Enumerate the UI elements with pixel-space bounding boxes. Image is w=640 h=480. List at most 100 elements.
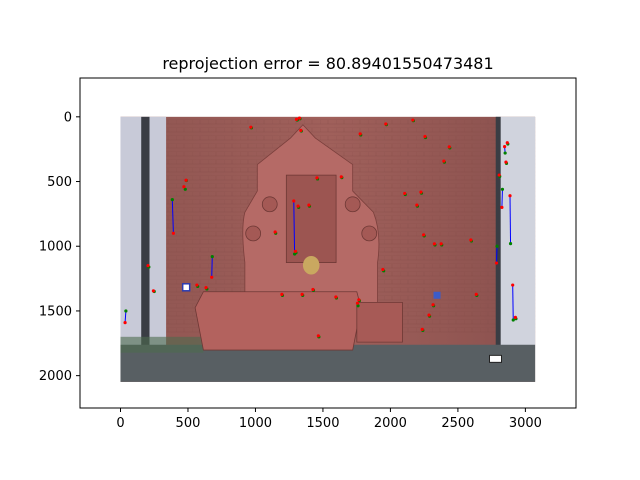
x-tick-label: 1000 xyxy=(239,416,272,431)
observed-point xyxy=(511,318,515,322)
projected-point xyxy=(494,261,499,265)
residual-line xyxy=(211,256,213,278)
y-tick-label: 1500 xyxy=(39,304,72,319)
projected-point xyxy=(504,160,508,164)
projected-point xyxy=(195,283,199,287)
x-tick-label: 500 xyxy=(176,416,201,431)
projected-point xyxy=(503,144,507,149)
residual-line xyxy=(124,310,127,323)
projected-point xyxy=(422,233,426,237)
x-axis: 0 500 1000 1500 2000 2500 3000 xyxy=(116,408,542,431)
residual-line xyxy=(509,195,512,244)
fountain-photo xyxy=(120,116,536,382)
projected-point xyxy=(508,194,512,198)
observed-point xyxy=(500,187,505,191)
projected-point xyxy=(339,175,343,179)
projected-point xyxy=(315,176,319,180)
projected-point xyxy=(296,204,300,208)
projected-point xyxy=(249,125,253,129)
fountain-side-basin xyxy=(356,301,403,343)
projected-point xyxy=(415,203,419,207)
residual-line xyxy=(501,189,503,208)
observed-point xyxy=(210,254,214,259)
projected-point xyxy=(311,287,315,292)
x-tick-label: 2000 xyxy=(374,416,407,431)
projected-point xyxy=(357,298,361,302)
projected-point xyxy=(293,249,298,254)
projected-point xyxy=(497,173,501,177)
observed-point xyxy=(508,242,513,246)
observed-point xyxy=(495,244,499,248)
projected-point xyxy=(439,242,443,246)
projected-point xyxy=(419,190,423,194)
projected-point xyxy=(500,205,504,210)
projected-point xyxy=(511,283,515,287)
projected-point xyxy=(184,178,188,182)
projected-point xyxy=(447,145,451,149)
x-tick-label: 2500 xyxy=(441,416,474,431)
projected-point xyxy=(381,267,385,272)
projected-point xyxy=(273,230,277,234)
projected-point xyxy=(358,132,362,136)
y-axis: 0 500 1000 1500 2000 xyxy=(39,110,80,384)
observed-point xyxy=(124,309,128,313)
left-drainpipe xyxy=(141,116,150,356)
grass xyxy=(120,336,204,353)
plot-frame xyxy=(79,77,577,409)
observed-point xyxy=(356,304,360,308)
projected-point xyxy=(420,327,424,331)
right-drainpipe xyxy=(495,116,501,356)
projected-point xyxy=(300,292,304,296)
projected-point xyxy=(297,116,302,120)
x-tick-label: 3000 xyxy=(509,416,542,431)
residual-line xyxy=(496,246,498,264)
x-tick-label: 0 xyxy=(116,416,124,431)
y-tick-label: 1000 xyxy=(39,240,72,255)
observed-point xyxy=(170,198,174,202)
projected-point xyxy=(469,238,473,242)
projected-point xyxy=(411,118,415,122)
y-tick-label: 500 xyxy=(47,175,72,190)
projected-point xyxy=(182,185,186,189)
projected-point xyxy=(431,303,435,307)
projected-point xyxy=(292,199,296,203)
spout-ornament xyxy=(302,255,320,275)
scroll-ornament xyxy=(344,196,361,213)
projected-point xyxy=(210,275,214,279)
right-building xyxy=(497,116,536,361)
observed-point xyxy=(183,187,187,191)
projected-point xyxy=(316,334,320,338)
x-tick-label: 1500 xyxy=(306,416,339,431)
calibration-marker xyxy=(181,283,191,292)
observed-point xyxy=(503,151,507,155)
projected-points xyxy=(123,116,518,338)
projected-point xyxy=(384,122,388,126)
projected-point xyxy=(474,292,478,296)
residual-line xyxy=(293,200,296,255)
projected-point xyxy=(442,159,446,163)
projected-point xyxy=(423,134,427,139)
projected-point xyxy=(355,301,360,305)
y-tick-label: 0 xyxy=(64,110,72,125)
residual-line xyxy=(512,285,514,321)
projected-point xyxy=(123,320,127,325)
scroll-ornament xyxy=(245,225,262,242)
y-tick-label: 2000 xyxy=(39,369,72,384)
projected-point xyxy=(299,128,303,133)
projected-point xyxy=(427,313,431,317)
projected-point xyxy=(513,315,518,320)
projected-point xyxy=(151,289,156,293)
scroll-ornament xyxy=(361,225,378,242)
chart-title: reprojection error = 80.89401550473481 xyxy=(162,54,493,73)
projected-point xyxy=(334,295,338,299)
calibration-marker xyxy=(488,354,502,363)
calibration-marker xyxy=(433,291,441,299)
projected-point xyxy=(505,141,509,145)
projected-point xyxy=(432,242,437,246)
residual-line xyxy=(171,199,174,234)
projected-point xyxy=(280,292,284,296)
projected-point xyxy=(307,203,311,207)
projected-point xyxy=(294,117,299,122)
projected-point xyxy=(171,231,175,235)
